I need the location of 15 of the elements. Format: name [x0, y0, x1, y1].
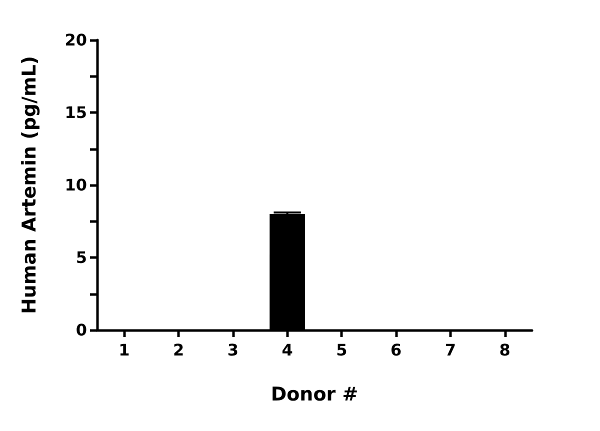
y-tick-label: 20	[64, 30, 87, 50]
y-tick-label: 15	[64, 103, 87, 122]
x-tick-label: 4	[282, 340, 293, 360]
x-tick-label: 8	[499, 340, 510, 360]
y-tick-label: 0	[76, 320, 87, 340]
x-tick-label: 7	[444, 340, 456, 360]
x-tick-label: 1	[118, 340, 130, 360]
y-tick-label: 5	[76, 248, 87, 267]
x-axis-title: Donor #	[270, 384, 358, 406]
x-tick-label: 6	[390, 340, 402, 360]
y-axis-title: Human Artemin (pg/mL)	[18, 56, 40, 314]
x-tick-label: 5	[336, 340, 348, 360]
x-tick-label: 3	[227, 340, 239, 360]
x-tick-label: 2	[172, 340, 184, 360]
y-tick-label: 10	[64, 176, 87, 194]
